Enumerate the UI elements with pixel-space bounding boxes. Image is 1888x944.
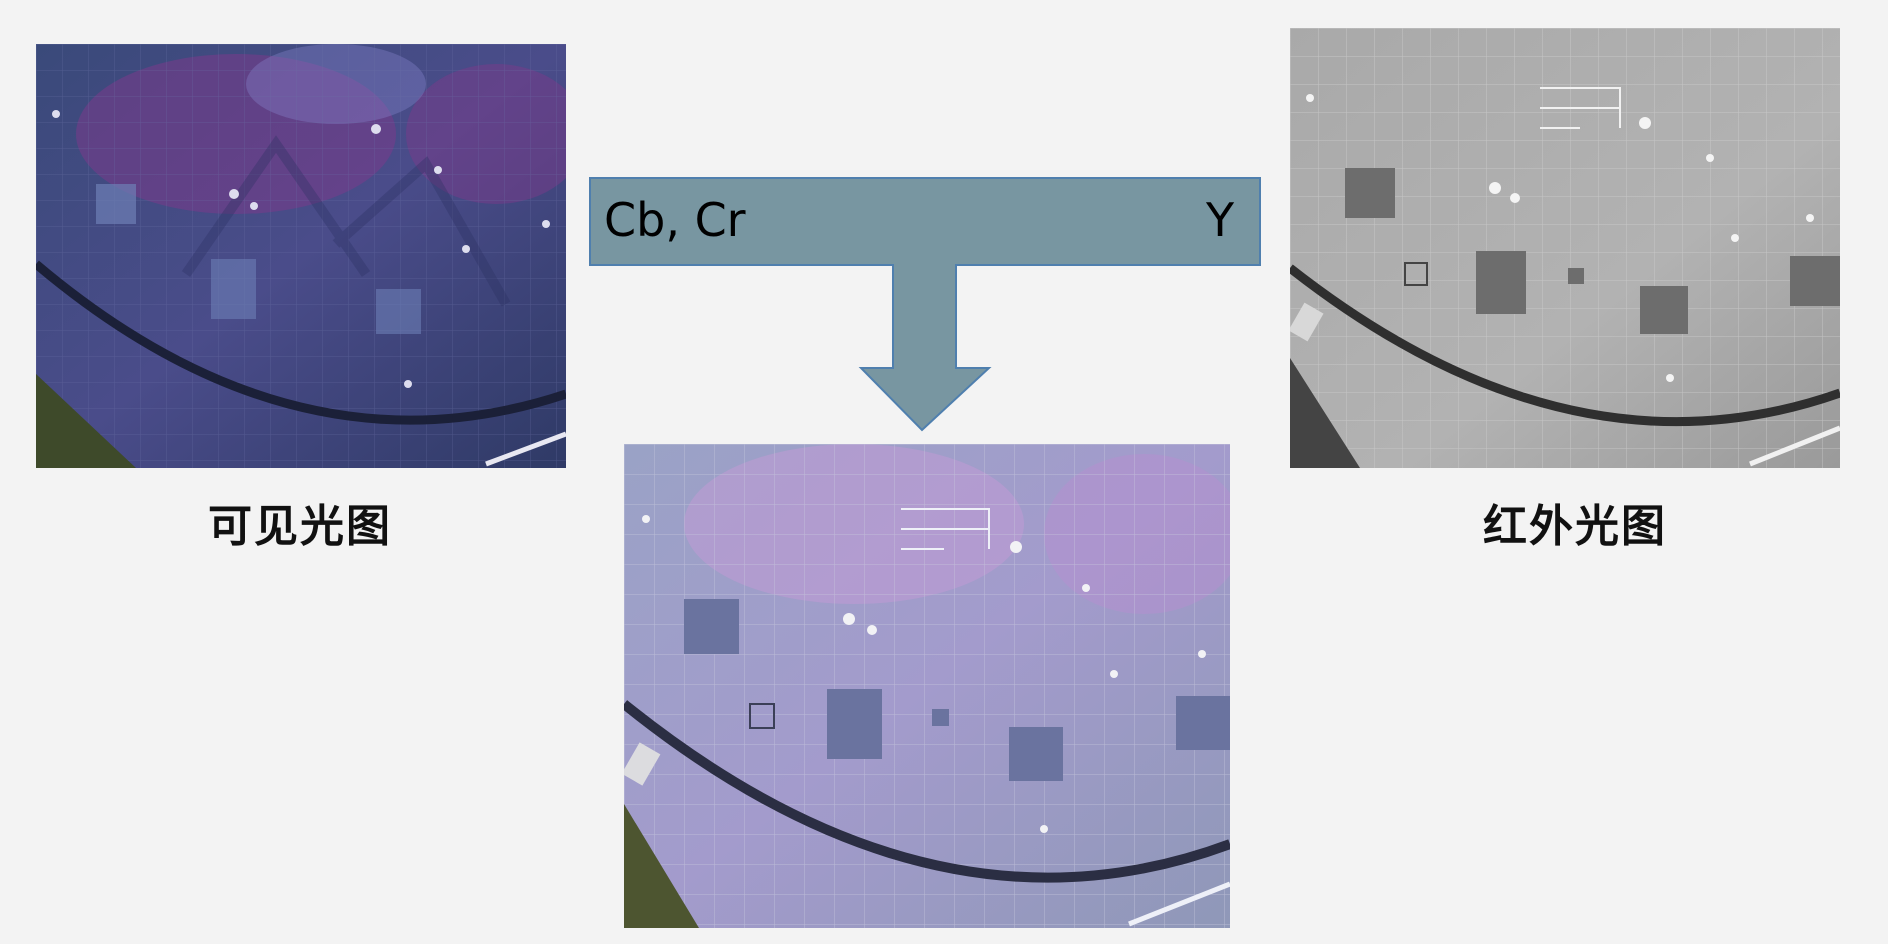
chroma-channels-label: Cb, Cr	[604, 193, 746, 247]
visible-image-caption: 可见光图	[208, 501, 392, 552]
fused-image	[624, 444, 1230, 928]
infrared-image-caption: 红外光图	[1483, 501, 1667, 552]
visible-light-image	[36, 44, 566, 468]
merge-arrow: Cb, Cr Y	[588, 176, 1262, 434]
infrared-image	[1290, 28, 1840, 468]
merge-arrow-shape	[589, 177, 1261, 432]
luma-channel-label: Y	[1205, 193, 1235, 247]
